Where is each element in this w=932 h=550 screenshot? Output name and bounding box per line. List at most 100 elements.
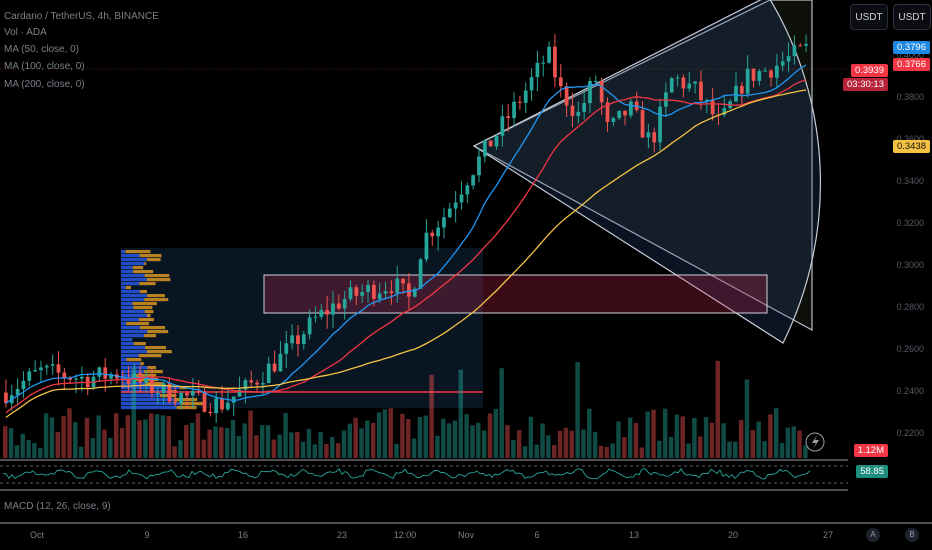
volume-bar (791, 426, 796, 458)
volume-bar (417, 416, 423, 458)
candle-body (623, 110, 627, 116)
profile-bar-up (121, 398, 174, 402)
profile-bar-down (125, 286, 132, 290)
time-axis-label: 9 (144, 530, 150, 540)
ma200-legend[interactable]: MA (200, close, 0) (4, 79, 85, 90)
macd-legend[interactable]: MACD (12, 26, close, 9) (4, 501, 111, 512)
volume-bar (271, 439, 277, 458)
currency-button-1[interactable]: USDT (850, 4, 888, 30)
volume-bar (295, 432, 300, 458)
candle-body (611, 118, 616, 123)
volume-bar (563, 427, 569, 458)
time-axis-label: 23 (336, 530, 348, 540)
rsi-value-tag: 58.85 (856, 465, 888, 478)
candle-body (284, 343, 289, 354)
volume-bar (516, 430, 522, 458)
profile-bar-up (121, 406, 177, 410)
candle-body (775, 65, 779, 78)
volume-bar (668, 436, 674, 458)
candle-body (529, 77, 534, 91)
candle-body (173, 401, 178, 404)
log-scale-button[interactable]: B (905, 528, 919, 542)
volume-legend[interactable]: Vol · ADA (4, 27, 47, 38)
volume-bar (224, 428, 230, 458)
volume-bar (8, 428, 14, 458)
profile-bar-down (138, 354, 162, 358)
candle-body (593, 80, 598, 82)
volume-bar (569, 430, 574, 458)
rsi-pane (0, 459, 932, 524)
volume-bar (423, 415, 428, 458)
candle-body (103, 367, 108, 379)
profile-bar-down (140, 326, 166, 330)
symbol-title[interactable]: Cardano / TetherUS, 4h, BINANCE (4, 11, 159, 22)
candle-body (628, 101, 633, 116)
profile-bar-up (121, 314, 147, 318)
price-scale-label: 0.2200 (896, 428, 924, 438)
profile-bar-up (121, 318, 139, 322)
candle-body (261, 382, 265, 385)
profile-bar-up (121, 274, 145, 278)
volume-bar (3, 426, 8, 458)
candle-body (144, 375, 148, 383)
volume-bar (552, 445, 557, 458)
volume-bar (277, 434, 282, 458)
ma50-price-tag: 0.3796 (892, 41, 930, 54)
ma50-legend[interactable]: MA (50, close, 0) (4, 44, 80, 55)
candle-body (266, 363, 271, 383)
ma100-line (5, 79, 807, 414)
volume-bar (575, 362, 580, 458)
price-scale-label: 0.3200 (896, 218, 924, 228)
volume-bar (411, 438, 417, 458)
time-axis-label: 13 (628, 530, 640, 540)
profile-bar-down (143, 370, 163, 374)
candle-body (161, 382, 166, 393)
candle-body (360, 292, 365, 296)
price-scale-label: 0.3000 (896, 260, 924, 270)
volume-bar (388, 408, 393, 458)
candle-body (488, 140, 493, 147)
time-axis-label: 20 (727, 530, 739, 540)
volume-bar (400, 413, 405, 458)
candle-body (570, 105, 575, 116)
profile-bar-up (121, 302, 133, 306)
profile-bar-down (147, 330, 169, 334)
profile-bar-down (145, 382, 163, 386)
volume-bar (236, 436, 242, 458)
candle-body (185, 392, 189, 396)
candle-body (757, 71, 762, 81)
profile-bar-down (138, 318, 155, 322)
profile-bar-down (139, 290, 147, 294)
bar-countdown: 03:30:13 (843, 78, 888, 91)
profile-bar-up (121, 354, 139, 358)
candle-body (553, 46, 557, 78)
currency-button-2[interactable]: USDT (893, 4, 931, 30)
candle-body (155, 392, 160, 394)
volume-bar (511, 440, 516, 458)
auto-scale-button[interactable]: A (866, 528, 880, 542)
volume-bar (727, 441, 732, 458)
volume-bar (370, 423, 376, 458)
volume-bar (201, 439, 207, 458)
volume-bar (376, 412, 382, 458)
candle-body (804, 43, 808, 46)
candle-body (196, 390, 201, 392)
volume-bar (435, 435, 440, 458)
volume-bar (96, 415, 101, 458)
volume-bar (365, 420, 370, 458)
price-scale-label: 0.2600 (896, 344, 924, 354)
volume-bar (242, 423, 247, 458)
volume-bar (446, 423, 452, 458)
profile-bar-up (121, 278, 148, 282)
volume-bar (219, 427, 224, 458)
volume-bar (38, 447, 43, 458)
volume-bar (616, 421, 621, 458)
volume-bar (476, 422, 481, 458)
candle-body (652, 132, 657, 143)
candle-body (272, 363, 277, 372)
profile-bar-down (131, 374, 157, 378)
volume-bar (26, 439, 31, 458)
candle-body (699, 81, 703, 101)
ma100-legend[interactable]: MA (100, close, 0) (4, 61, 85, 72)
